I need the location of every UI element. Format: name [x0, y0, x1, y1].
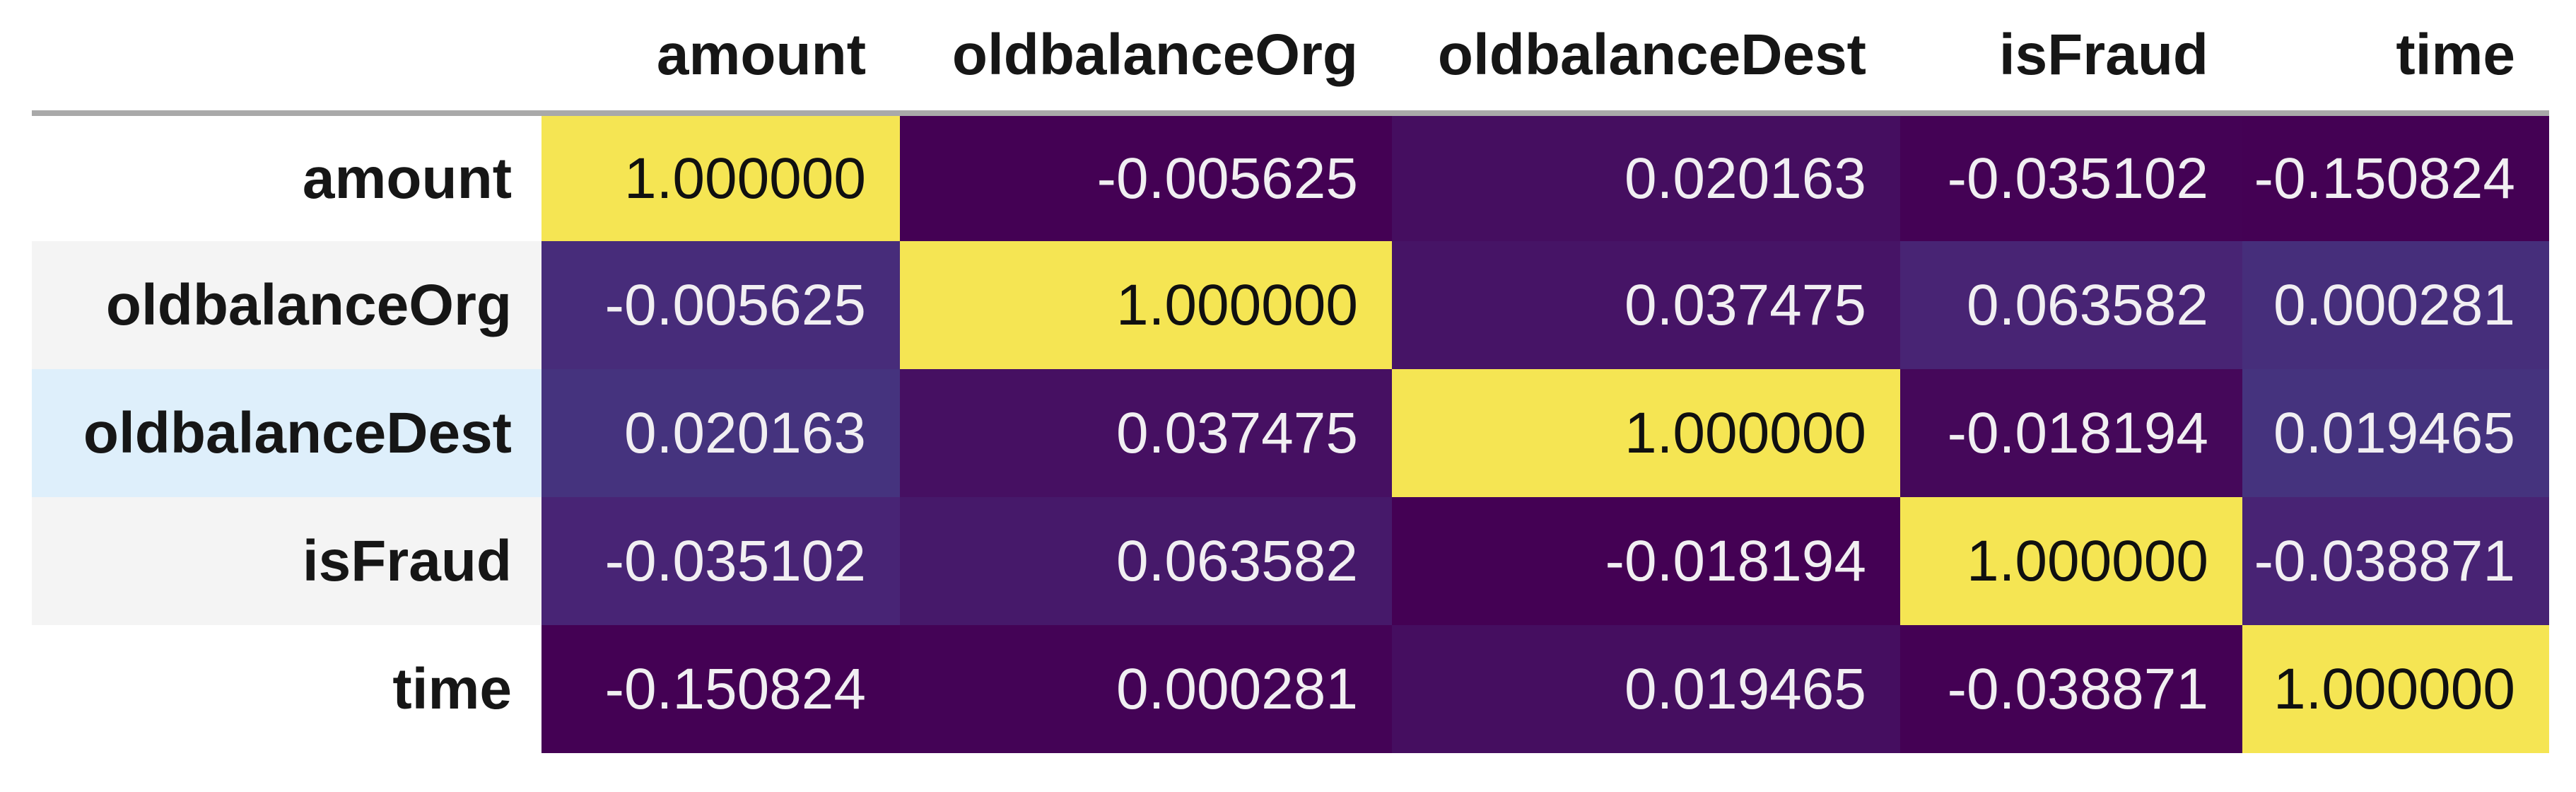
cell-oldbalanceDest-isFraud: -0.018194 — [1900, 369, 2242, 497]
cell-time-oldbalanceDest: 0.019465 — [1392, 625, 1900, 753]
cell-isFraud-time: -0.038871 — [2242, 497, 2549, 625]
col-header-oldbalanceDest: oldbalanceDest — [1392, 0, 1900, 116]
cell-isFraud-isFraud: 1.000000 — [1900, 497, 2242, 625]
cell-oldbalanceOrg-oldbalanceOrg: 1.000000 — [900, 241, 1392, 369]
row-header-time: time — [32, 625, 541, 753]
cell-oldbalanceOrg-amount: -0.005625 — [541, 241, 900, 369]
cell-time-oldbalanceOrg: 0.000281 — [900, 625, 1392, 753]
cell-isFraud-oldbalanceDest: -0.018194 — [1392, 497, 1900, 625]
cell-time-time: 1.000000 — [2242, 625, 2549, 753]
cell-time-amount: -0.150824 — [541, 625, 900, 753]
row-header-oldbalanceOrg: oldbalanceOrg — [32, 241, 541, 369]
cell-isFraud-oldbalanceOrg: 0.063582 — [900, 497, 1392, 625]
col-header-isFraud: isFraud — [1900, 0, 2242, 116]
table-row-amount: amount 1.000000 -0.005625 0.020163 -0.03… — [32, 113, 2549, 241]
row-header-amount: amount — [32, 113, 541, 241]
cell-amount-oldbalanceDest: 0.020163 — [1392, 113, 1900, 241]
table-row-time: time -0.150824 0.000281 0.019465 -0.0388… — [32, 625, 2549, 753]
cell-oldbalanceDest-oldbalanceOrg: 0.037475 — [900, 369, 1392, 497]
col-header-amount: amount — [541, 0, 900, 116]
col-header-oldbalanceOrg: oldbalanceOrg — [900, 0, 1392, 116]
row-header-oldbalanceDest: oldbalanceDest — [32, 369, 541, 497]
cell-oldbalanceOrg-time: 0.000281 — [2242, 241, 2549, 369]
cell-amount-amount: 1.000000 — [541, 113, 900, 241]
table-row-isFraud: isFraud -0.035102 0.063582 -0.018194 1.0… — [32, 497, 2549, 625]
correlation-matrix-table: amount oldbalanceOrg oldbalanceDest isFr… — [32, 0, 2549, 753]
cell-oldbalanceDest-oldbalanceDest: 1.000000 — [1392, 369, 1900, 497]
cell-oldbalanceOrg-isFraud: 0.063582 — [1900, 241, 2242, 369]
col-header-time: time — [2242, 0, 2549, 116]
table-row-oldbalanceDest: oldbalanceDest 0.020163 0.037475 1.00000… — [32, 369, 2549, 497]
cell-isFraud-amount: -0.035102 — [541, 497, 900, 625]
corner-cell — [32, 0, 541, 116]
cell-amount-isFraud: -0.035102 — [1900, 113, 2242, 241]
cell-time-isFraud: -0.038871 — [1900, 625, 2242, 753]
cell-oldbalanceDest-time: 0.019465 — [2242, 369, 2549, 497]
header-row: amount oldbalanceOrg oldbalanceDest isFr… — [32, 0, 2549, 116]
table-row-oldbalanceOrg: oldbalanceOrg -0.005625 1.000000 0.03747… — [32, 241, 2549, 369]
cell-amount-oldbalanceOrg: -0.005625 — [900, 113, 1392, 241]
cell-oldbalanceOrg-oldbalanceDest: 0.037475 — [1392, 241, 1900, 369]
cell-oldbalanceDest-amount: 0.020163 — [541, 369, 900, 497]
cell-amount-time: -0.150824 — [2242, 113, 2549, 241]
row-header-isFraud: isFraud — [32, 497, 541, 625]
